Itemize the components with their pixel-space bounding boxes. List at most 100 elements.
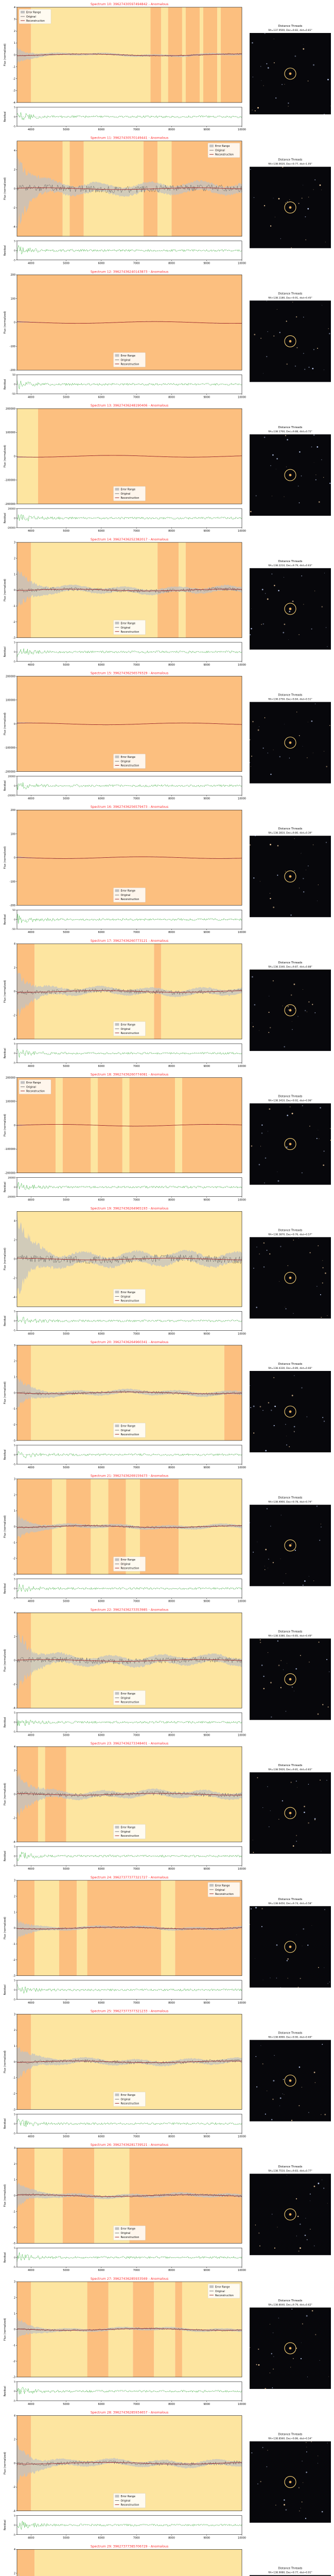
x-tick-label: 5000	[63, 931, 69, 934]
x-tick-label: 6000	[98, 1332, 105, 1335]
y-tick-label: 2	[14, 2572, 15, 2575]
error-range-band	[17, 1212, 242, 1294]
star	[311, 720, 313, 722]
star	[268, 1011, 270, 1013]
star	[274, 1405, 276, 1408]
star	[265, 593, 266, 594]
target-circle	[284, 1807, 296, 1819]
star	[314, 1819, 315, 1820]
star	[310, 2229, 311, 2230]
y-tick-label: 2	[14, 1239, 15, 1242]
star	[250, 1407, 252, 1409]
residual-tick-label: 0	[14, 115, 15, 118]
x-tick-label: 5000	[63, 530, 69, 533]
star	[318, 2182, 320, 2184]
star	[327, 1706, 329, 1708]
legend-box	[113, 1289, 146, 1304]
panel-title: Spectrum 11: 39627430570149441 - Anomalo…	[91, 137, 168, 140]
legend-label: Original	[121, 1831, 131, 1834]
legend-box	[19, 1079, 51, 1094]
star	[317, 1713, 319, 1715]
star	[325, 842, 327, 843]
star	[295, 2198, 297, 2200]
star	[279, 332, 280, 333]
y-tick-label: -4	[13, 1707, 15, 1710]
x-tick-label: 9000	[203, 1065, 210, 1068]
legend-swatch-error	[115, 1023, 119, 1026]
residual-tick-label: 20000	[8, 507, 15, 511]
y-tick-label: 0	[14, 1526, 15, 1529]
y-tick-label: -200000	[5, 503, 15, 506]
x-tick-label: 9000	[203, 1734, 210, 1737]
error-range-band	[17, 1512, 242, 1540]
x-tick-label: 4000	[28, 1199, 34, 1202]
star	[263, 1242, 265, 1244]
star	[262, 2063, 263, 2065]
y-tick-label: 2	[14, 557, 15, 560]
star	[270, 225, 272, 227]
x-tick-label: 7000	[133, 2537, 140, 2540]
y-axis-label: Flux (normalized)	[4, 177, 7, 200]
legend-label: Error Range	[121, 1692, 135, 1696]
residual-tick-label: 0	[14, 2390, 15, 2393]
y-tick-label: 0	[14, 857, 15, 860]
x-tick-label: 9000	[203, 396, 210, 399]
panel-title: Spectrum 21: 39627436269159473 - Anomalo…	[91, 1475, 168, 1478]
x-tick-label: 4000	[28, 1600, 34, 1603]
x-tick-label: 7000	[133, 664, 140, 667]
x-tick-label: 6000	[98, 1600, 105, 1603]
star	[283, 1583, 284, 1584]
star	[252, 42, 253, 44]
star	[298, 2066, 301, 2068]
star	[292, 1686, 293, 1688]
x-tick-label: 7000	[133, 798, 140, 801]
y-tick-label: 0	[14, 188, 15, 191]
image-caption-coords: RA=138.6990, Dec=9.90, dist=0.69"	[268, 2036, 312, 2039]
legend-label: Reconstruction	[121, 363, 139, 366]
y-tick-label: -4	[13, 1841, 15, 1844]
target-source	[289, 340, 292, 343]
y-tick-label: -1	[13, 1541, 15, 1545]
residual-tick-label: -5	[13, 1998, 15, 2002]
star	[277, 845, 279, 846]
x-tick-label: 10000	[238, 1868, 246, 1871]
star	[321, 606, 323, 608]
residual-tick-label: 0	[14, 383, 15, 386]
star	[323, 1420, 325, 1422]
star	[262, 1410, 263, 1411]
y-tick-label: 4	[14, 6, 15, 9]
x-tick-label: 9000	[203, 2002, 210, 2005]
star	[261, 80, 262, 81]
x-tick-label: 7000	[133, 1466, 140, 1469]
star	[321, 1317, 322, 1318]
star	[273, 1425, 275, 1427]
star	[261, 588, 263, 590]
legend-swatch-error	[21, 11, 25, 13]
x-tick-label: 6000	[98, 128, 105, 131]
star	[272, 2387, 273, 2388]
star	[287, 1958, 289, 1960]
star	[256, 2364, 257, 2365]
x-tick-label: 4000	[28, 2269, 34, 2272]
y-tick-label: -200000	[5, 1172, 15, 1175]
y-axis-label: Flux (normalized)	[4, 1917, 7, 1939]
panel-title: Spectrum 24: 39627377377321727 - Anomalo…	[91, 1876, 168, 1879]
y-tick-label: 3	[14, 1879, 15, 1883]
star	[296, 1835, 297, 1836]
reconstruction-line	[16, 2462, 242, 2465]
x-tick-label: 7000	[133, 2002, 140, 2005]
star	[298, 1238, 299, 1239]
star	[253, 1267, 254, 1269]
star	[270, 465, 271, 466]
y-tick-label: 0	[14, 455, 15, 458]
x-tick-label: 10000	[238, 2537, 246, 2540]
residual-tick-label: 0	[14, 2257, 15, 2260]
star	[277, 1640, 279, 1642]
legend-label: Error Range	[121, 2495, 135, 2498]
residual-tick-label: 20000	[8, 775, 15, 778]
star	[285, 1423, 286, 1425]
star	[307, 208, 309, 210]
legend-label: Original	[26, 15, 36, 19]
